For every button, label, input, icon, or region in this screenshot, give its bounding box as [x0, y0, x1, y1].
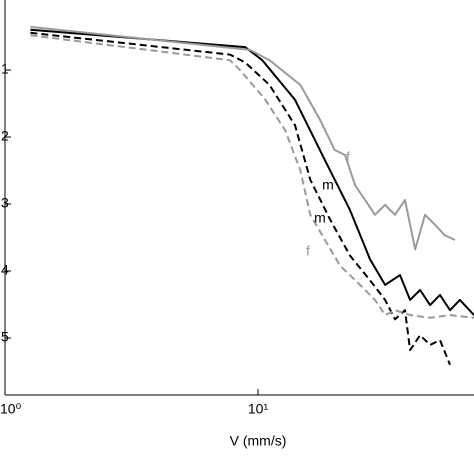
y-tick-label: 5	[1, 329, 9, 345]
annotation: f	[346, 149, 350, 165]
x-axis-label: V (mm/s)	[230, 433, 287, 449]
x-tick-label: 10⁰	[0, 401, 22, 417]
y-tick-label: 3	[1, 195, 9, 211]
annotation: f	[306, 243, 310, 259]
y-tick-label: 1	[1, 61, 9, 77]
annotation: m	[314, 210, 326, 226]
data-line	[30, 25, 456, 251]
data-line	[30, 28, 474, 316]
y-tick-label: 2	[1, 128, 9, 144]
y-tick-label: 4	[1, 262, 9, 278]
data-line	[30, 31, 451, 366]
annotation: m	[322, 177, 334, 193]
x-tick-label: 10¹	[248, 401, 269, 417]
